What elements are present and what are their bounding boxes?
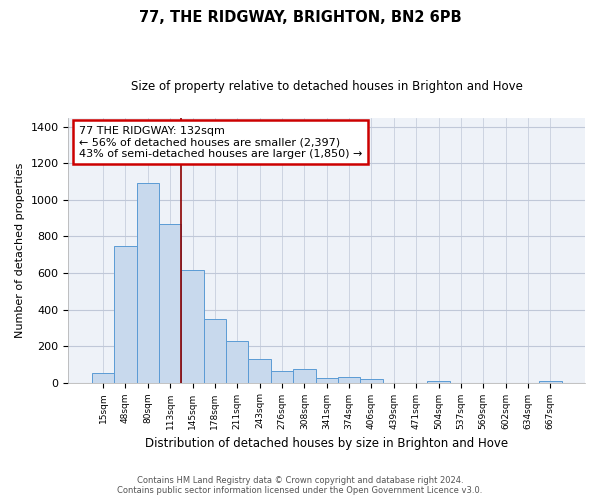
Bar (427, 380, 450, 382)
Bar (338, 377, 360, 382)
Text: Contains HM Land Registry data © Crown copyright and database right 2024.
Contai: Contains HM Land Registry data © Crown c… (118, 476, 482, 495)
Text: 77, THE RIDGWAY, BRIGHTON, BN2 6PB: 77, THE RIDGWAY, BRIGHTON, BN2 6PB (139, 10, 461, 25)
Y-axis label: Number of detached properties: Number of detached properties (15, 162, 25, 338)
Bar (539, 380, 562, 382)
Bar (204, 318, 226, 382)
Bar (316, 378, 338, 382)
Bar (92, 374, 114, 382)
X-axis label: Distribution of detached houses by size in Brighton and Hove: Distribution of detached houses by size … (145, 437, 508, 450)
Bar (248, 359, 271, 382)
Bar (271, 370, 293, 382)
Bar (159, 224, 181, 382)
Bar (137, 182, 159, 382)
Text: 77 THE RIDGWAY: 132sqm
← 56% of detached houses are smaller (2,397)
43% of semi-: 77 THE RIDGWAY: 132sqm ← 56% of detached… (79, 126, 362, 159)
Title: Size of property relative to detached houses in Brighton and Hove: Size of property relative to detached ho… (131, 80, 523, 93)
Bar (181, 270, 204, 382)
Bar (360, 379, 383, 382)
Bar (293, 370, 316, 382)
Bar (226, 341, 248, 382)
Bar (114, 246, 137, 382)
